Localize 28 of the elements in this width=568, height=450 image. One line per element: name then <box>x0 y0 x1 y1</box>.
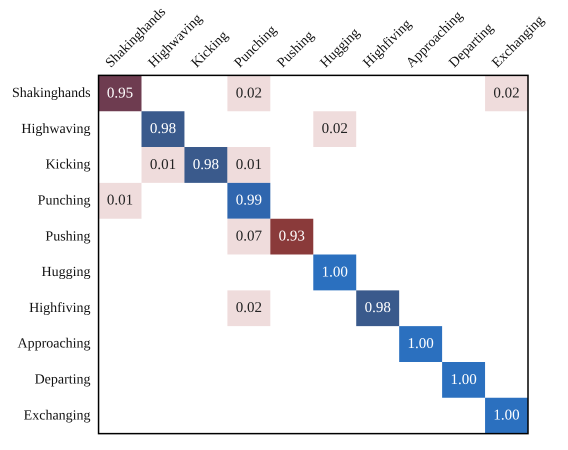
y-tick-label: Shakinghands <box>12 86 91 102</box>
y-tick-label: Pushing <box>45 229 91 244</box>
y-tick-label: Highwaving <box>21 122 91 137</box>
data-label: 0.98 <box>364 300 391 316</box>
data-label: 0.02 <box>322 121 348 138</box>
y-tick-label: Highfiving <box>29 300 91 316</box>
data-label: 0.01 <box>236 156 262 173</box>
data-label: 0.02 <box>493 85 520 102</box>
y-tick-label: Exchanging <box>24 408 91 424</box>
data-label: 0.07 <box>236 228 262 245</box>
y-tick-label: Kicking <box>45 158 91 173</box>
y-tick-label: Departing <box>34 372 91 388</box>
data-label: 0.99 <box>236 192 262 209</box>
data-label: 0.95 <box>106 85 134 102</box>
y-tick-label: Hugging <box>42 265 91 280</box>
data-label: 0.01 <box>106 192 134 209</box>
data-label: 0.93 <box>278 228 305 245</box>
data-label: 1.00 <box>450 372 477 388</box>
data-label: 0.98 <box>192 156 220 173</box>
y-tick-label: Approaching <box>17 336 91 352</box>
data-label: 1.00 <box>322 264 348 280</box>
data-label: 0.02 <box>236 300 262 316</box>
y-tick-label: Punching <box>38 193 91 208</box>
data-label: 1.00 <box>408 336 434 352</box>
data-label: 0.02 <box>236 85 262 102</box>
data-label: 0.98 <box>150 121 176 138</box>
data-label: 0.01 <box>150 156 176 173</box>
data-label: 1.00 <box>493 408 520 424</box>
